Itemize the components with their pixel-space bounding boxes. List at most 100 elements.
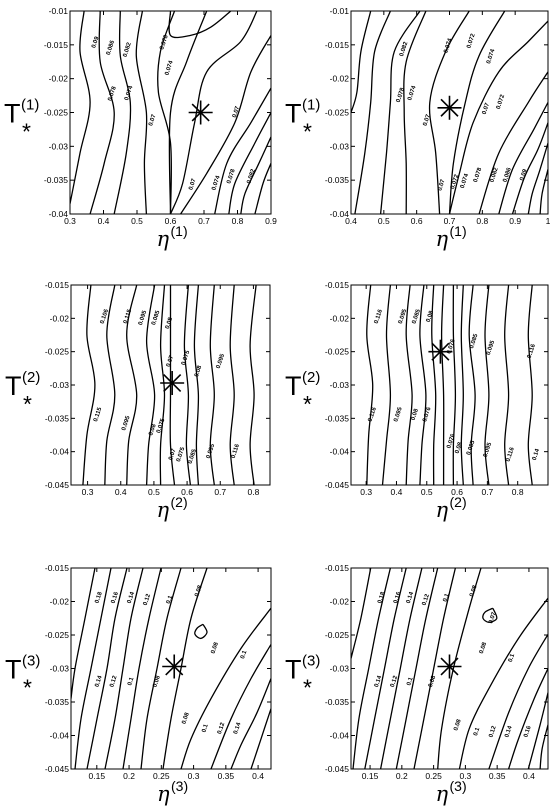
contour-line — [104, 285, 116, 485]
y-axis-label: T — [285, 371, 302, 401]
x-tick-label: 1 — [546, 216, 550, 226]
contour-line — [507, 668, 548, 769]
contour-label: 0.082 — [246, 168, 257, 185]
contour-label: 0.078 — [473, 166, 484, 183]
contour-label: 0.14 — [406, 591, 416, 605]
y-axis-label-sup: (2) — [302, 369, 320, 386]
x-tick-label: 0.4 — [345, 216, 357, 226]
x-tick-label: 0.8 — [476, 216, 488, 226]
y-axis-label: T — [5, 655, 22, 685]
contour-line — [431, 285, 437, 485]
contour-lines — [71, 568, 271, 769]
y-tick-label: -0.03 — [330, 141, 350, 151]
y-tick-label: -0.025 — [325, 347, 349, 357]
contour-line — [113, 11, 132, 214]
contour-line — [240, 136, 271, 214]
y-tick-label: -0.035 — [325, 175, 349, 185]
contour-line — [527, 285, 533, 485]
contour-label: 0.08 — [194, 364, 204, 378]
contour-label: 0.14 — [94, 674, 104, 688]
y-tick-label: -0.025 — [44, 108, 68, 118]
contour-label: 0.106 — [100, 308, 111, 325]
contour-label: 0.116 — [374, 308, 384, 324]
x-tick-label: 0.3 — [459, 771, 471, 781]
contour-line — [162, 568, 208, 769]
contour-label: 0.08 — [428, 674, 438, 688]
contour-line — [159, 285, 166, 485]
contour-line — [180, 607, 271, 769]
contour-label: 0.078 — [396, 87, 407, 104]
y-axis-label: T — [285, 655, 302, 685]
contour-label: 0.16 — [523, 725, 533, 739]
x-axis-label: η — [436, 227, 449, 251]
contour-label: 0.085 — [412, 308, 423, 325]
y-tick-label: -0.025 — [45, 347, 69, 357]
contour-line — [458, 597, 548, 769]
contour-label: 0.095 — [398, 308, 409, 325]
x-tick-label: 0.2 — [123, 771, 135, 781]
contour-label: 0.18 — [94, 591, 104, 605]
contour-line — [193, 285, 200, 485]
y-axis-label-sup: (3) — [302, 653, 320, 670]
x-tick-label: 0.7 — [198, 216, 210, 226]
x-tick-label: 0.5 — [131, 216, 143, 226]
contour-line — [254, 163, 271, 214]
y-tick-label: -0.025 — [325, 108, 349, 118]
contour-line — [428, 11, 470, 214]
contour-label: 0.07 — [482, 102, 492, 116]
y-axis-label: T — [4, 99, 21, 129]
contour-line — [168, 11, 208, 214]
contour-label: 0.07 — [168, 448, 178, 462]
y-axis-label: T — [285, 99, 302, 129]
contour-lines — [366, 285, 533, 485]
x-tick-label: 0.3 — [360, 487, 372, 497]
contour-label: 0.082 — [399, 41, 410, 58]
contour-label: 0.075 — [181, 349, 192, 366]
x-tick-label: 0.7 — [481, 487, 493, 497]
contour-line — [183, 285, 192, 485]
contour-line — [482, 607, 498, 623]
contour-label: 0.078 — [107, 85, 118, 102]
y-axis-label-sub: * — [23, 391, 32, 417]
contour-line — [405, 285, 413, 485]
contour-line — [126, 285, 138, 485]
x-tick-label: 0.6 — [451, 487, 463, 497]
x-axis-label: η — [157, 227, 170, 251]
contour-label: 0.115 — [123, 308, 133, 324]
y-tick-label: -0.03 — [330, 380, 350, 390]
contour-label: 0.12 — [109, 675, 119, 689]
contour-label: 0.116 — [231, 443, 241, 459]
y-axis-label-sub: * — [303, 675, 312, 701]
y-axis-label-sup: (1) — [21, 97, 39, 114]
contour-line — [104, 568, 144, 769]
x-tick-label: 0.4 — [391, 487, 403, 497]
contour-line — [504, 285, 510, 485]
contour-lines — [70, 11, 271, 214]
contour-label: 0.116 — [506, 446, 516, 462]
contour-line — [140, 568, 182, 769]
contour-label: 0.08 — [469, 584, 479, 598]
contour-line — [440, 285, 445, 485]
contour-label: 0.095 — [216, 353, 227, 370]
contour-line — [419, 285, 427, 485]
contour-label: 0.074 — [124, 85, 135, 102]
contour-label: 0.095 — [138, 309, 149, 326]
contour-label: 0.14 — [127, 591, 137, 605]
contour-line — [70, 11, 91, 204]
y-axis-label-sup: (3) — [22, 653, 40, 670]
contour-label: 0.115 — [93, 406, 103, 422]
contour-line — [488, 633, 548, 769]
contour-line — [539, 724, 548, 769]
contour-line — [229, 285, 235, 485]
contour-label: 0.075 — [156, 417, 167, 434]
contour-label: 0.18 — [377, 591, 387, 605]
contour-label: 0.086 — [503, 166, 514, 183]
x-tick-label: 0.7 — [444, 216, 456, 226]
x-tick-label: 0.5 — [421, 487, 433, 497]
y-axis-label-sup: (1) — [302, 97, 320, 114]
contour-label: 0.08 — [453, 718, 463, 732]
contour-label: 0.095 — [486, 339, 497, 356]
contour-line — [395, 568, 439, 769]
contour-line — [89, 11, 115, 214]
x-axis-label: η — [436, 782, 449, 806]
